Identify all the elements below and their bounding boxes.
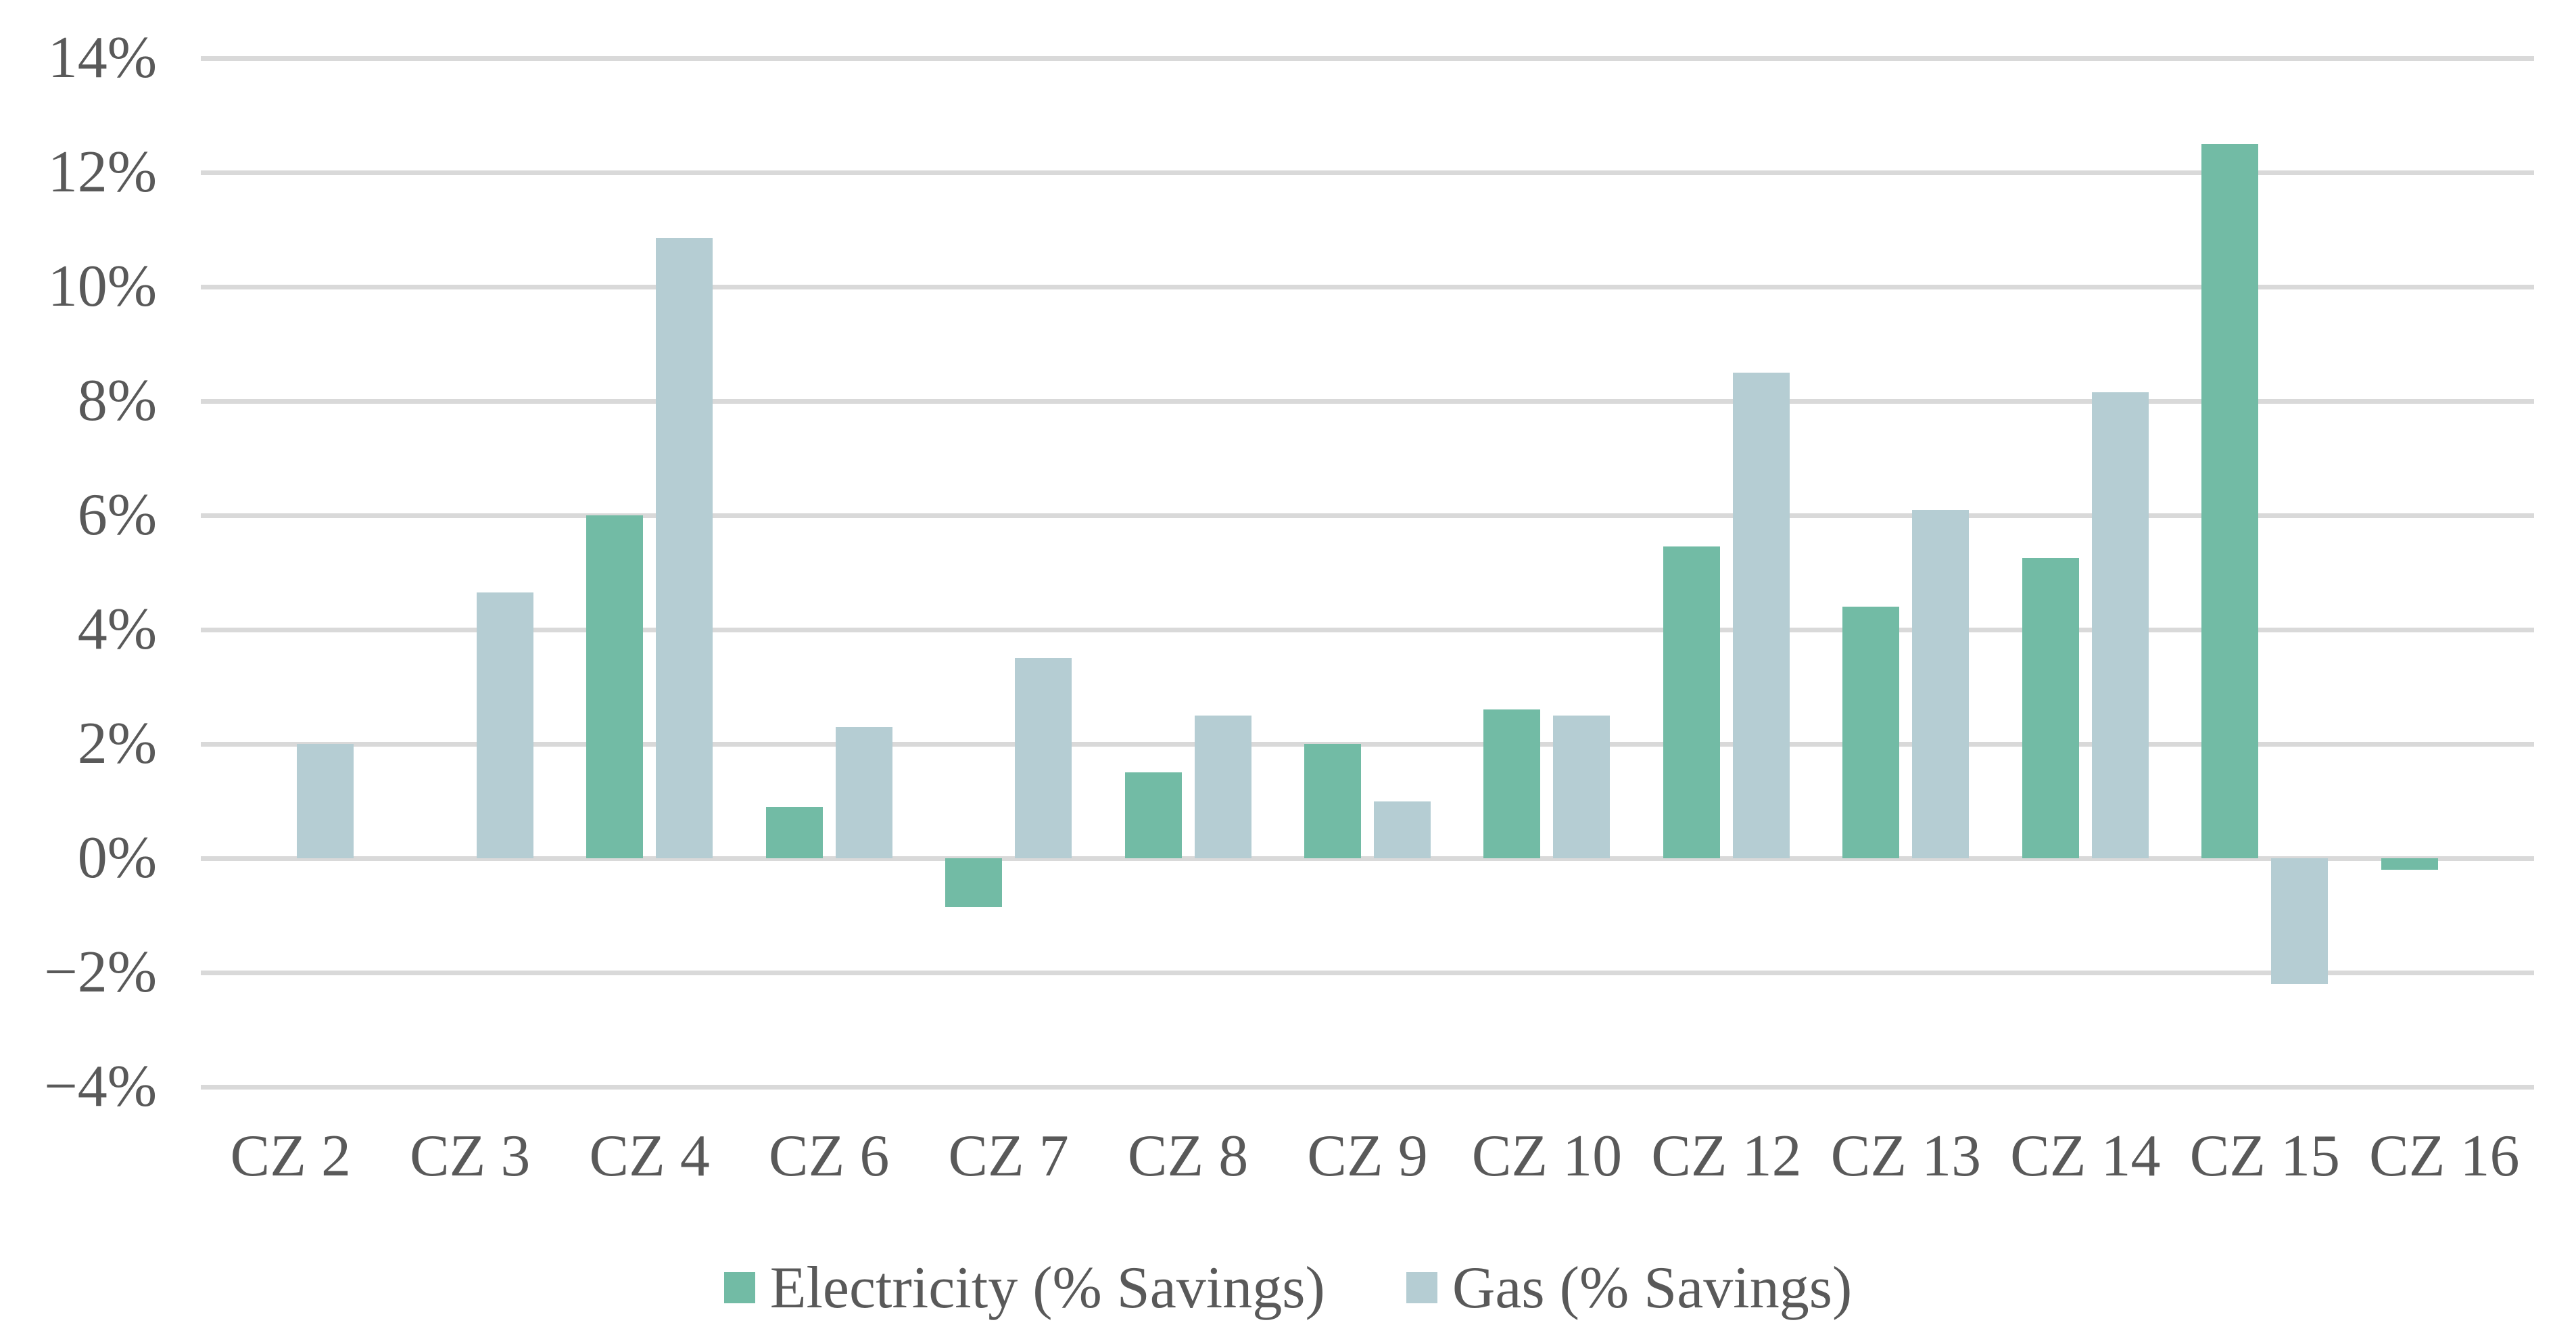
gridline	[201, 55, 2534, 61]
electricity-bar-cz-8	[1124, 772, 1182, 858]
electricity-bar-cz-9	[1304, 744, 1361, 858]
electricity-bar-cz-6	[765, 806, 823, 858]
y-axis-tick-label: 10%	[47, 254, 157, 319]
legend-label-gas: Gas (% Savings)	[1452, 1255, 1853, 1321]
electricity-bar-cz-10	[1483, 709, 1541, 858]
x-axis-category-label: CZ 13	[1830, 1123, 1982, 1189]
gas-bar-cz-3	[476, 592, 533, 858]
gridline	[201, 856, 2534, 861]
x-axis-category-label: CZ 12	[1651, 1123, 1802, 1189]
y-axis-tick-label: 12%	[47, 139, 157, 205]
x-axis-category-label: CZ 9	[1307, 1123, 1428, 1189]
x-axis-category-label: CZ 4	[589, 1123, 710, 1189]
y-axis-tick-label: 8%	[77, 368, 157, 434]
gas-bar-cz-15	[2271, 858, 2329, 984]
gas-bar-cz-9	[1374, 801, 1431, 858]
x-axis-category-label: CZ 2	[230, 1123, 351, 1189]
x-axis-category-label: CZ 10	[1471, 1123, 1623, 1189]
gridline	[201, 170, 2534, 175]
x-axis: CZ 2 CZ 3 CZ 4 CZ 6 CZ 7 CZ 8 CZ 9 CZ 10 CZ 12 CZ…	[201, 1125, 2534, 1200]
gridline	[201, 513, 2534, 518]
electricity-bar-cz-14	[2022, 558, 2079, 858]
legend: Electricity (% Savings) Gas (% Savings)	[0, 1253, 2576, 1323]
plot-area	[201, 55, 2534, 1090]
electricity-bar-cz-13	[1842, 607, 1900, 858]
x-axis-category-label: CZ 16	[2369, 1123, 2520, 1189]
y-axis-tick-label: 6%	[77, 482, 157, 548]
y-axis-tick-label: 4%	[77, 597, 157, 662]
y-axis-tick-label: 14%	[47, 25, 157, 91]
x-axis-category-label: CZ 8	[1127, 1123, 1249, 1189]
gas-bar-cz-12	[1732, 372, 1790, 858]
x-axis-category-label: CZ 3	[409, 1123, 531, 1189]
electricity-bar-cz-7	[945, 858, 1003, 907]
y-axis-tick-label: −2%	[44, 939, 157, 1005]
y-axis-tick-label: −4%	[44, 1054, 157, 1119]
gas-bar-cz-4	[656, 238, 713, 858]
gas-swatch-icon	[1406, 1272, 1437, 1303]
electricity-bar-cz-16	[2381, 858, 2438, 870]
legend-item-gas: Gas (% Savings)	[1406, 1254, 1852, 1322]
x-axis-category-label: CZ 15	[2189, 1123, 2341, 1189]
electricity-bar-cz-15	[2201, 143, 2259, 858]
gridline	[201, 627, 2534, 632]
gas-bar-cz-13	[1912, 509, 1970, 858]
gas-bar-cz-14	[2091, 392, 2149, 858]
x-axis-category-label: CZ 7	[948, 1123, 1069, 1189]
y-axis-tick-label: 0%	[77, 825, 157, 891]
gas-bar-cz-8	[1194, 715, 1251, 858]
gas-bar-cz-10	[1553, 715, 1611, 858]
gridline	[201, 284, 2534, 289]
gridline	[201, 1084, 2534, 1090]
x-axis-category-label: CZ 14	[2010, 1123, 2161, 1189]
gridline	[201, 398, 2534, 404]
gridline	[201, 741, 2534, 747]
electricity-swatch-icon	[723, 1272, 755, 1303]
legend-item-electricity: Electricity (% Savings)	[723, 1254, 1325, 1322]
x-axis-category-label: CZ 6	[768, 1123, 890, 1189]
electricity-bar-cz-4	[586, 515, 644, 858]
gas-bar-cz-6	[835, 726, 892, 858]
gas-bar-cz-2	[297, 744, 354, 858]
gas-bar-cz-7	[1015, 658, 1072, 858]
legend-label-electricity: Electricity (% Savings)	[769, 1255, 1325, 1321]
electricity-bar-cz-12	[1663, 546, 1720, 858]
gridline	[201, 970, 2534, 975]
y-axis-tick-label: 2%	[77, 711, 157, 776]
